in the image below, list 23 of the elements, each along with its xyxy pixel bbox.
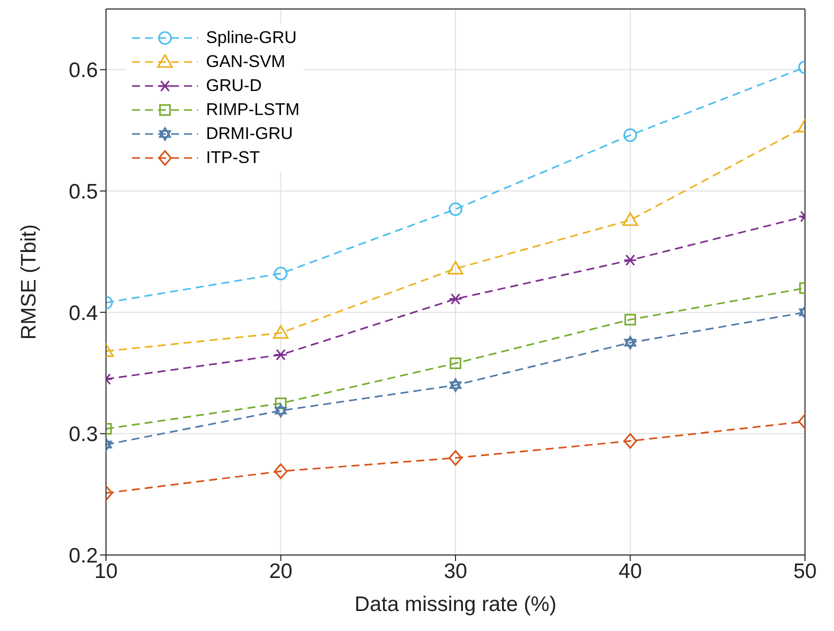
y-tick-label: 0.3 bbox=[68, 423, 98, 446]
y-tick-label: 0.6 bbox=[68, 59, 98, 82]
point bbox=[448, 450, 462, 466]
point bbox=[450, 378, 462, 392]
x-tick-label: 40 bbox=[618, 560, 642, 583]
legend-label: GRU-D bbox=[206, 76, 262, 96]
legend-label: GAN-SVM bbox=[206, 52, 286, 72]
point bbox=[450, 357, 462, 370]
x-tick-label: 30 bbox=[444, 560, 468, 583]
point bbox=[448, 293, 462, 305]
x-axis-title: Data missing rate (%) bbox=[354, 593, 556, 616]
x-tick-label: 50 bbox=[793, 560, 817, 583]
legend-label: RIMP-LSTM bbox=[206, 100, 300, 120]
x-tick-label: 20 bbox=[269, 560, 292, 583]
point bbox=[448, 202, 462, 216]
y-tick-label: 0.5 bbox=[68, 180, 98, 204]
legend-label: ITP-ST bbox=[206, 148, 260, 168]
y-axis-title: RMSE (Tbit) bbox=[17, 224, 40, 340]
y-tick-label: 0.2 bbox=[68, 544, 98, 568]
y-tick-label: 0.4 bbox=[68, 302, 98, 325]
point bbox=[448, 260, 464, 274]
legend-label: DRMI-GRU bbox=[206, 124, 293, 144]
legend-label: Spline-GRU bbox=[206, 28, 297, 48]
